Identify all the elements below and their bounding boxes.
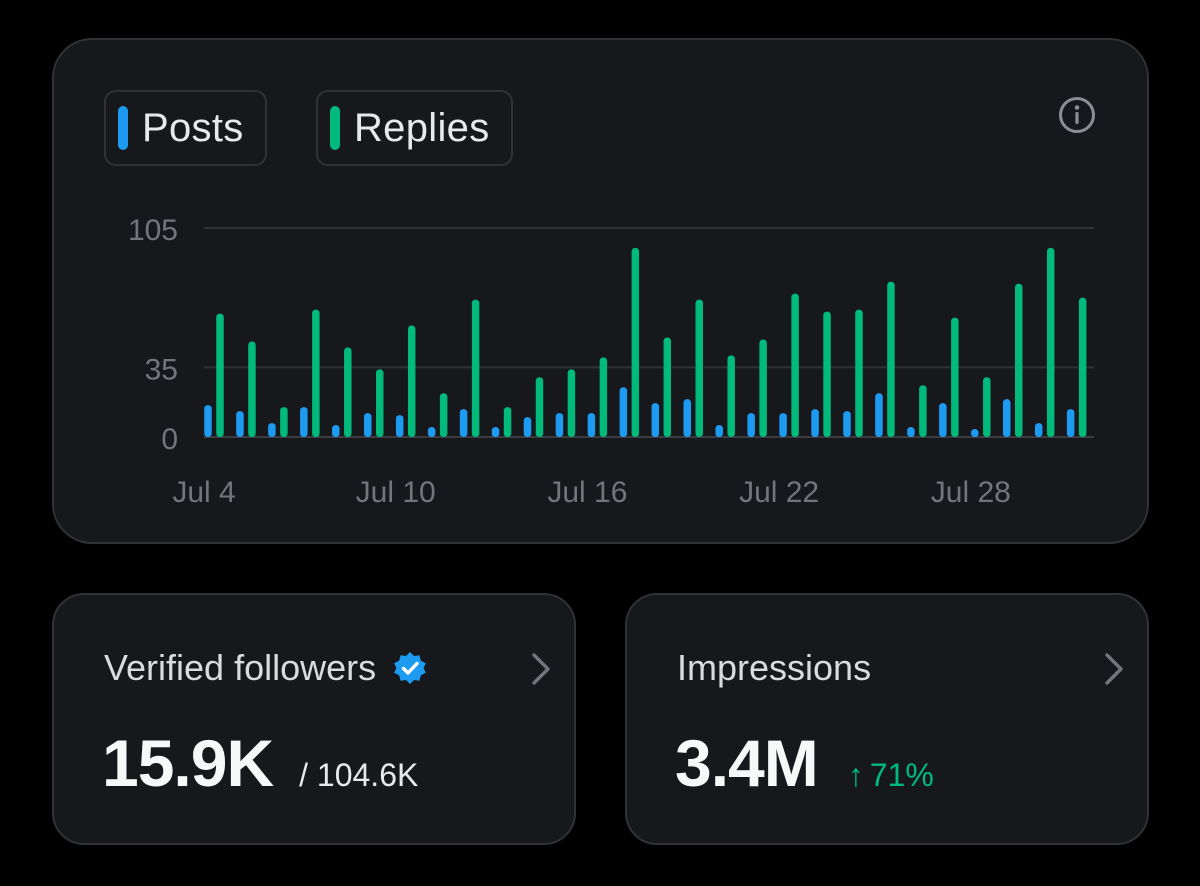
total-followers-value: / 104.6K <box>299 757 419 793</box>
posts-swatch <box>118 106 128 150</box>
x-tick-label: Jul 22 <box>739 476 819 509</box>
replies-bar <box>1078 297 1087 437</box>
verified-badge-icon <box>394 652 426 684</box>
replies-bar <box>663 337 672 437</box>
posts-bar <box>843 411 851 437</box>
posts-bar <box>779 413 787 437</box>
replies-bar <box>1046 247 1055 437</box>
replies-bar <box>567 369 576 437</box>
posts-bar <box>427 427 436 437</box>
posts-bar <box>1034 423 1043 437</box>
replies-bar <box>535 377 544 437</box>
x-tick-label: Jul 10 <box>356 476 436 509</box>
replies-bar <box>791 293 799 437</box>
replies-bar <box>1015 283 1023 437</box>
replies-bar <box>503 407 512 437</box>
info-circle-icon[interactable] <box>1057 95 1097 135</box>
posts-bar <box>395 415 404 437</box>
replies-bar <box>759 339 767 437</box>
replies-bar <box>951 317 959 437</box>
replies-bar <box>695 299 703 437</box>
replies-bar <box>216 313 224 437</box>
posts-bar <box>1003 399 1011 437</box>
replies-bar <box>855 309 863 437</box>
replies-bar <box>280 407 288 437</box>
replies-bar <box>439 393 448 437</box>
impressions-card[interactable]: Impressions 3.4M ↑ 71% <box>625 593 1149 845</box>
trend-up-arrow-icon: ↑ <box>847 757 864 793</box>
y-tick-label: 0 <box>161 423 178 456</box>
replies-bar <box>407 325 416 437</box>
posts-bar <box>1066 409 1075 437</box>
replies-bar <box>312 309 320 437</box>
posts-bar <box>587 413 596 437</box>
x-tick-label: Jul 16 <box>547 476 627 509</box>
impressions-trend-value: 71% <box>869 757 934 793</box>
posts-bar <box>555 413 564 437</box>
replies-bar <box>248 341 256 437</box>
posts-bar <box>651 403 660 437</box>
replies-bar <box>727 355 735 437</box>
posts-bar <box>683 399 691 437</box>
posts-bar <box>459 409 468 437</box>
impressions-value: 3.4M <box>675 726 819 800</box>
posts-bar <box>332 425 340 437</box>
replies-bar <box>823 311 831 437</box>
replies-swatch <box>330 106 340 150</box>
posts-bar <box>619 387 628 437</box>
posts-bar <box>715 425 723 437</box>
posts-bar <box>747 413 755 437</box>
replies-bar <box>471 299 480 437</box>
chevron-right-icon[interactable] <box>528 649 556 689</box>
legend-replies-chip[interactable]: Replies <box>316 90 513 166</box>
replies-bar <box>376 369 384 437</box>
bar-chart: 0 35 105 Jul 4 Jul 10 Jul 16 Jul 22 Jul 28 <box>128 214 1094 509</box>
verified-followers-title: Verified followers <box>104 647 377 688</box>
posts-bar <box>268 423 276 437</box>
x-tick-label: Jul 4 <box>172 476 235 509</box>
verified-followers-title-row: Verified followers <box>104 647 428 689</box>
posts-bar <box>491 427 500 437</box>
impressions-title: Impressions <box>677 647 872 688</box>
posts-bar <box>907 427 915 437</box>
x-tick-label: Jul 28 <box>931 476 1011 509</box>
impressions-trend: ↑ 71% <box>848 757 934 794</box>
posts-bar <box>300 407 308 437</box>
y-tick-label: 105 <box>128 214 178 247</box>
legend-posts-chip[interactable]: Posts <box>104 90 267 166</box>
replies-bar <box>919 385 927 437</box>
replies-bar <box>983 377 991 437</box>
posts-bar <box>204 405 212 437</box>
replies-bar <box>887 281 895 437</box>
impressions-stat-row: 3.4M ↑ 71% <box>675 725 934 801</box>
posts-bar <box>364 413 372 437</box>
posts-bar <box>971 429 979 437</box>
replies-bar <box>344 347 352 437</box>
posts-bar <box>811 409 819 437</box>
verified-followers-card[interactable]: Verified followers 15.9K / 104.6K <box>52 593 576 845</box>
followers-stat-row: 15.9K / 104.6K <box>102 725 418 801</box>
chevron-right-icon[interactable] <box>1101 649 1129 689</box>
replies-bar <box>631 247 640 437</box>
posts-bar <box>523 417 532 437</box>
posts-bar <box>939 403 947 437</box>
legend-posts-label: Posts <box>142 105 244 150</box>
replies-bar <box>599 357 608 437</box>
posts-bar <box>236 411 244 437</box>
y-tick-label: 35 <box>145 353 178 386</box>
legend-replies-label: Replies <box>354 105 490 150</box>
verified-followers-value: 15.9K <box>102 726 274 800</box>
posts-bar <box>875 393 883 437</box>
impressions-title-row: Impressions <box>677 647 871 689</box>
posts-replies-chart-card: Posts Replies 0 35 105 Jul 4 Jul 10 Jul 16 Jul… <box>52 38 1149 544</box>
